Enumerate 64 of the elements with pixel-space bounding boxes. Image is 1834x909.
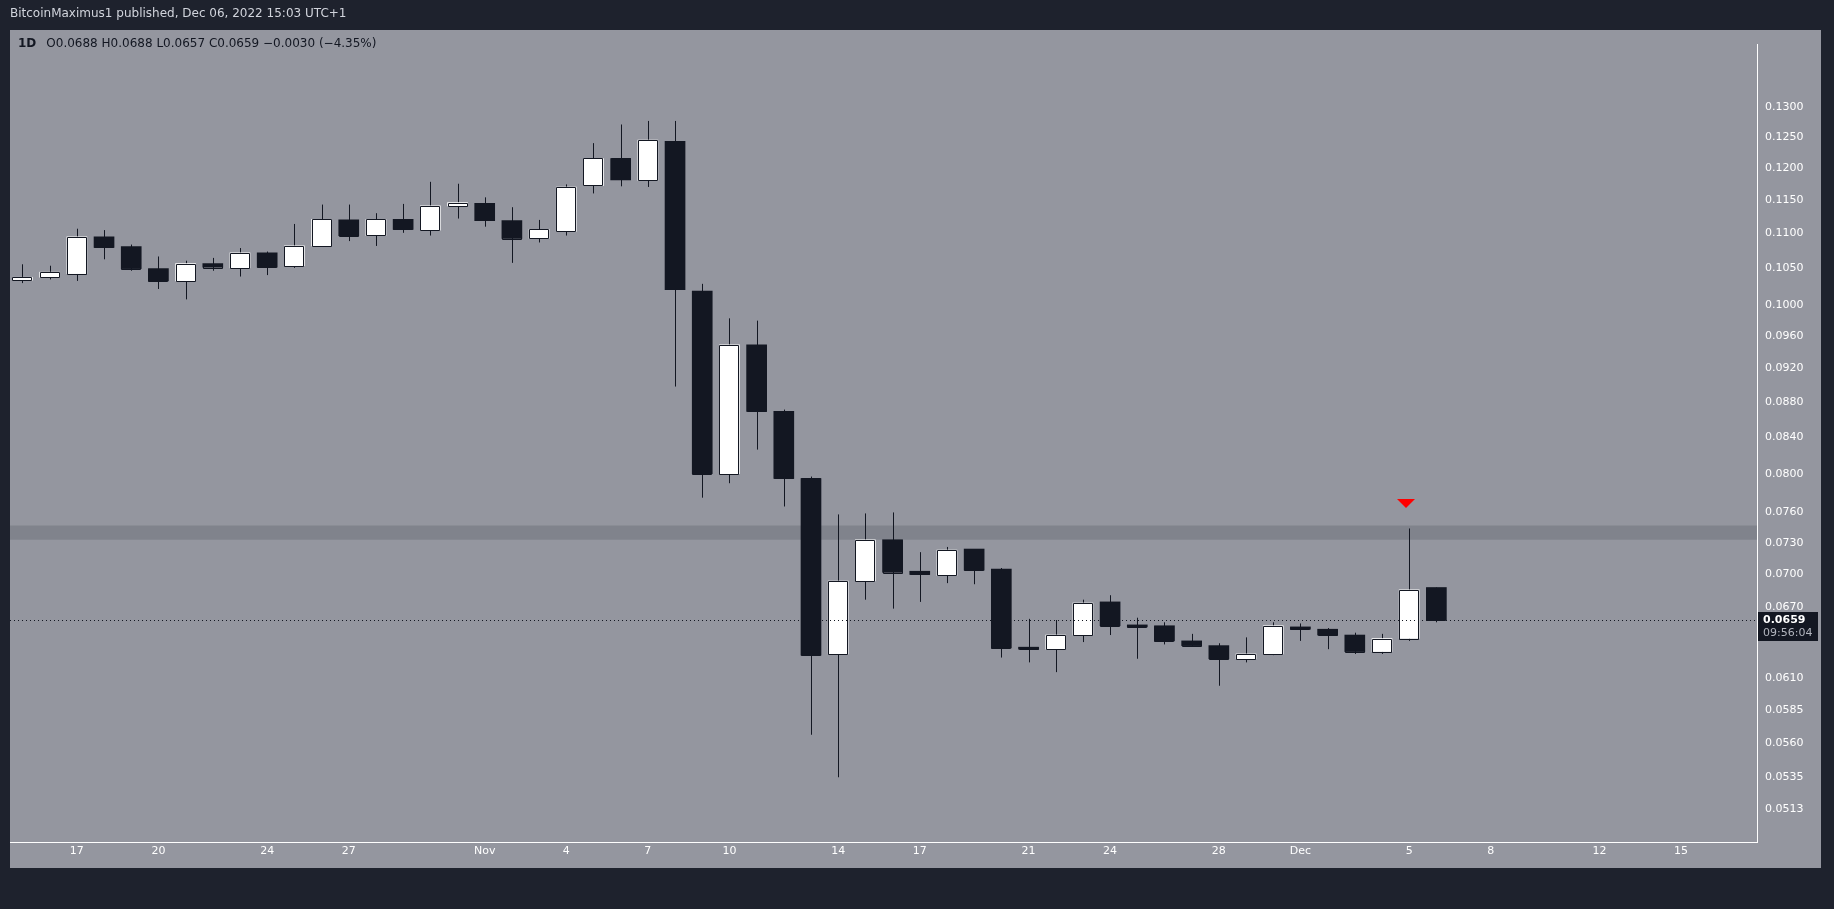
y-tick-label: 0.0920 [1765,361,1804,375]
candlestick [175,260,196,300]
candlestick [1317,627,1338,650]
y-tick-label: 0.0760 [1765,505,1804,519]
chart-title: 1D [18,36,37,50]
x-tick-label: 27 [341,844,356,858]
candlestick [93,229,115,260]
candlestick [909,551,931,603]
y-tick-label: 0.1150 [1765,192,1804,206]
x-tick-label: 4 [562,844,570,858]
candlestick [474,196,496,228]
y-tick-label: 0.0560 [1765,735,1804,749]
chart-subtitle: O0.0688 H0.0688 L0.0657 C0.0659 −0.0030 (−4.35%) [46,36,377,50]
candlestick [365,212,387,247]
y-tick-label: 0.1250 [1765,129,1804,143]
candlestick [120,244,142,272]
x-tick-label: Nov [473,844,496,858]
y-tick-label: 0.0535 [1765,770,1804,784]
y-tick-label: 0.0960 [1765,329,1804,343]
y-tick-label: 0.0585 [1765,702,1804,716]
candlestick [1208,642,1230,687]
text: 09:56:04 [1763,625,1813,639]
y-tick-label: 0.1200 [1765,160,1804,174]
x-tick-label: 7 [644,844,652,858]
x-tick-label: 17 [69,844,84,858]
candlestick [148,255,169,290]
candlestick [1235,636,1257,663]
x-tick-label: Dec [1289,844,1312,858]
x-tick-label: 21 [1021,844,1036,858]
candlestick [1154,621,1175,645]
y-tick-label: 0.1050 [1765,261,1804,275]
candlestick [256,251,278,276]
y-tick-label: 0.1100 [1765,226,1804,240]
x-tick-label: 12 [1592,844,1607,858]
y-tick-label: 0.0800 [1765,466,1804,480]
y-tick-label: 0.1000 [1765,298,1804,312]
x-tick-label: 10 [722,844,737,858]
x-tick-label: 24 [1103,844,1118,858]
candlestick [229,247,251,278]
candlestick [284,223,305,269]
y-tick-label: 0.0670 [1765,600,1804,614]
x-tick-label: 5 [1405,844,1413,858]
x-tick-label: 28 [1211,844,1226,858]
y-tick-label: 0.0730 [1765,535,1804,549]
y-tick-label: 0.1300 [1765,100,1804,114]
x-tick-label: 14 [831,844,846,858]
candlestick [963,548,985,585]
y-tick-label: 0.0610 [1765,671,1804,685]
candlestick [528,219,550,243]
x-tick-label: 17 [912,844,927,858]
text: BitcoinMaximus1 published, Dec 06, 2022 15:03 UTC+1 [10,6,347,20]
ref-line-label: 0.0659 [1763,612,1806,626]
y-tick-label: 0.0700 [1765,567,1804,581]
x-tick-label: 8 [1487,844,1495,858]
x-tick-label: 24 [260,844,275,858]
candlestick [447,183,468,220]
candlestick [12,263,33,284]
y-tick-label: 0.0513 [1765,801,1804,815]
y-tick-label: 0.0840 [1765,429,1804,443]
x-tick-label: 20 [151,844,166,858]
y-tick-label: 0.0880 [1765,394,1804,408]
candlestick [610,124,631,187]
candlestick [392,203,414,234]
x-tick-label: 15 [1674,844,1689,858]
